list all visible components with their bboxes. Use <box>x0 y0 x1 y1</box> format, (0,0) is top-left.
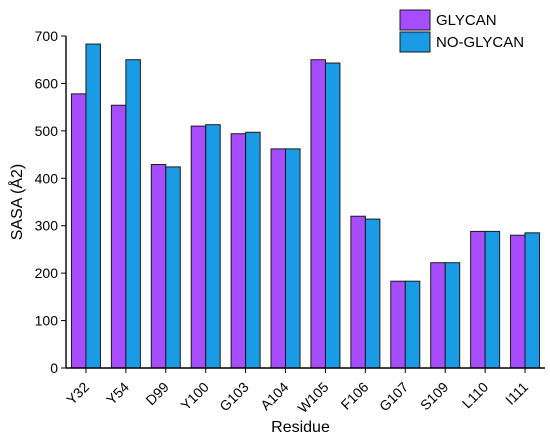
bar-no-glycan-g107 <box>404 280 421 369</box>
x-tick-label-l110: L110 <box>459 379 492 412</box>
bar-glycan-i111 <box>510 234 526 369</box>
bar-no-glycan-y54 <box>125 59 141 369</box>
y-tick-label: 0 <box>50 360 58 376</box>
bar-glycan-g107 <box>390 280 406 369</box>
x-axis-title: Residue <box>271 419 330 436</box>
y-tick-label: 500 <box>35 123 59 139</box>
x-tick-label-g107: G107 <box>376 379 412 415</box>
bar-glycan-d99 <box>150 164 167 369</box>
legend-label-glycan: GLYCAN <box>436 12 497 29</box>
legend-swatch-glycan <box>399 9 431 31</box>
bar-glycan-l110 <box>470 230 486 369</box>
x-ticks: Y32 Y54 D99 Y100 G103 A104 W105 F106 G107 S109 L11… <box>63 368 531 416</box>
y-tick-label: 600 <box>35 75 59 91</box>
bar-no-glycan-s109 <box>444 262 461 369</box>
bar-glycan-y100 <box>190 125 207 369</box>
bar-glycan-a104 <box>270 148 287 369</box>
bar-no-glycan-g103 <box>245 131 261 369</box>
y-axis-title: SASA (Å2) <box>7 164 26 240</box>
x-tick-label-i111: I111 <box>502 379 531 408</box>
x-tick-label-f106: F106 <box>338 379 372 413</box>
bar-glycan-g103 <box>230 133 247 369</box>
bars-layer <box>70 43 541 369</box>
legend-swatch-no-glycan <box>399 31 431 53</box>
bar-glycan-y54 <box>110 104 127 369</box>
bar-no-glycan-y32 <box>85 43 101 369</box>
x-tick-label-d99: D99 <box>142 379 172 409</box>
legend: GLYCAN NO-GLYCAN <box>399 9 524 53</box>
bar-no-glycan-a104 <box>285 148 301 369</box>
y-tick-label: 300 <box>35 218 59 234</box>
x-tick-label-w105: W105 <box>294 379 331 416</box>
x-tick-label-g103: G103 <box>216 379 252 415</box>
x-tick-label-a104: A104 <box>257 379 292 414</box>
bar-no-glycan-d99 <box>165 166 181 369</box>
bar-no-glycan-i111 <box>524 232 541 369</box>
x-tick-label-y32: Y32 <box>63 379 92 408</box>
y-tick-label: 100 <box>35 313 59 329</box>
bar-glycan-w105 <box>310 59 326 369</box>
x-tick-label-s109: S109 <box>417 379 452 414</box>
bar-glycan-y32 <box>70 93 87 369</box>
y-tick-label: 400 <box>35 170 59 186</box>
x-tick-label-y54: Y54 <box>103 379 132 408</box>
x-tick-label-y100: Y100 <box>177 379 212 414</box>
bar-no-glycan-f106 <box>364 218 381 369</box>
bar-glycan-f106 <box>350 215 366 369</box>
legend-label-no-glycan: NO-GLYCAN <box>436 34 524 51</box>
y-ticks: 0 100 200 300 400 500 600 700 <box>35 28 66 376</box>
bar-no-glycan-y100 <box>205 124 221 369</box>
bar-no-glycan-l110 <box>484 230 501 369</box>
bar-glycan-s109 <box>430 262 446 369</box>
y-tick-label: 700 <box>35 28 59 44</box>
axes-layer <box>65 36 545 369</box>
bar-no-glycan-w105 <box>324 62 341 369</box>
y-tick-label: 200 <box>35 265 59 281</box>
